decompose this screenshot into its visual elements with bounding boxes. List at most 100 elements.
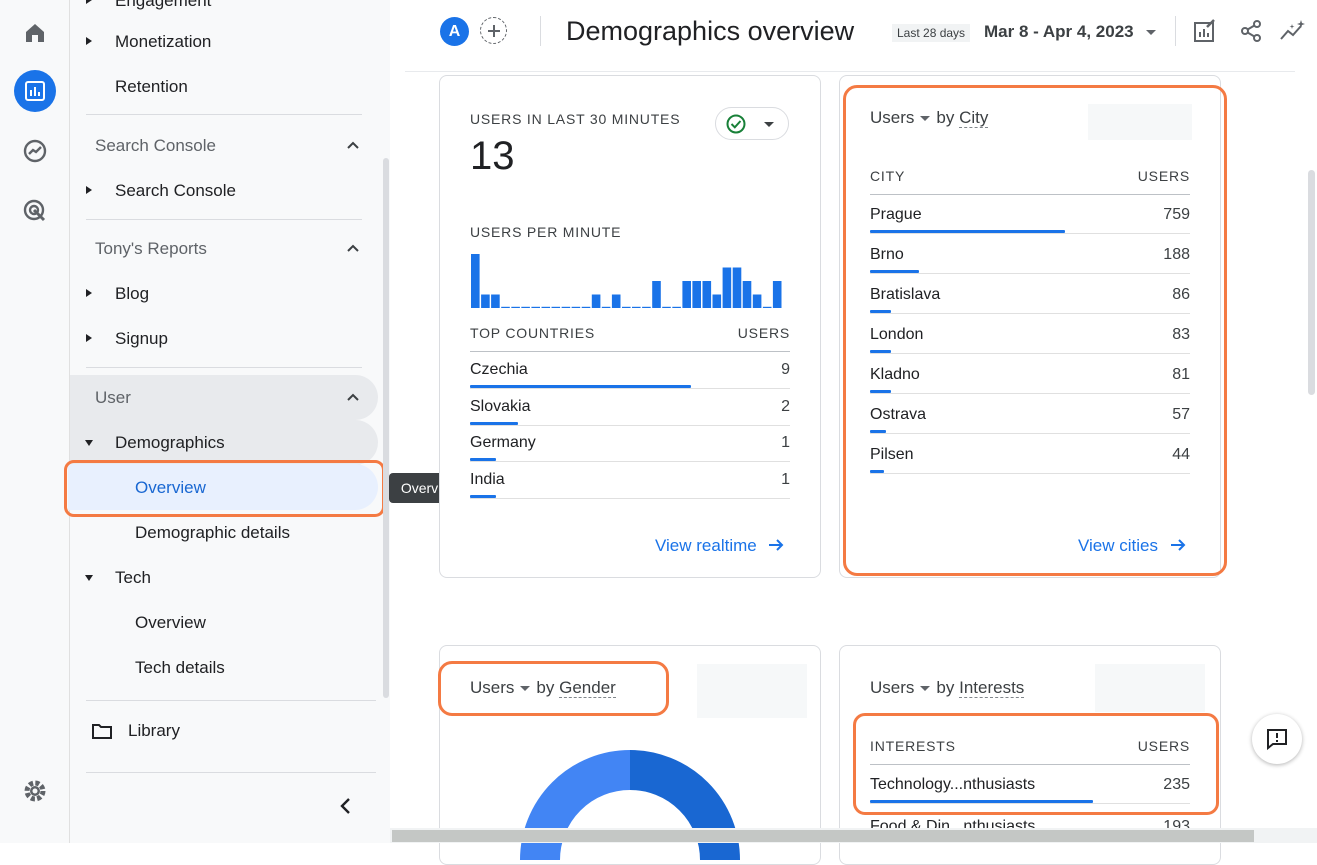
country-share-bar [470, 494, 496, 498]
nav-signup[interactable]: Signup [70, 316, 390, 361]
divider [870, 233, 1190, 234]
city-card-highlight [843, 85, 1227, 576]
share-icon[interactable] [1239, 19, 1263, 43]
countries-users-header: USERS [737, 325, 790, 341]
country-row-value: 1 [781, 434, 790, 451]
divider [870, 803, 1190, 804]
reports-icon[interactable] [14, 70, 56, 112]
per-minute-bar [541, 306, 551, 308]
nav-demographics[interactable]: Demographics [70, 420, 390, 465]
nav-demographic-details[interactable]: Demographic details [70, 510, 390, 555]
gender-card-title[interactable]: Users by Gender [470, 678, 616, 698]
check-circle-icon [726, 114, 746, 134]
caret-right-icon [86, 334, 92, 342]
per-minute-bar [682, 281, 691, 308]
main-vertical-scrollbar[interactable] [1308, 170, 1315, 395]
per-minute-bar [762, 306, 772, 308]
top-countries-header: TOP COUNTRIES [470, 325, 596, 341]
view-realtime-link[interactable]: View realtime [655, 536, 785, 556]
date-range[interactable]: Mar 8 - Apr 4, 2023 [984, 22, 1134, 41]
country-row-label: Slovakia [470, 397, 531, 415]
nav-scrollbar[interactable] [383, 158, 389, 698]
interests-card-title[interactable]: Users by Interests [870, 678, 1025, 698]
per-minute-bar [692, 281, 701, 308]
by-label: by [936, 678, 955, 697]
section-user-label: User [95, 388, 131, 407]
per-minute-bar [662, 306, 671, 308]
user-section-background [70, 375, 378, 420]
horizontal-scrollbar[interactable] [392, 830, 1254, 842]
nav-overview[interactable]: Overview [70, 465, 390, 510]
country-share-bar [470, 385, 691, 388]
settings-icon[interactable] [14, 770, 56, 812]
per-minute-bar [611, 294, 621, 308]
page-title: Demographics overview [566, 16, 855, 46]
card-options-placeholder [1088, 104, 1192, 140]
explore-icon[interactable] [14, 130, 56, 172]
date-dropdown-icon[interactable] [1146, 30, 1156, 35]
city-share-bar [870, 430, 886, 433]
divider [870, 313, 1190, 314]
dropdown-arrow-icon [920, 116, 931, 122]
nav-tech[interactable]: Tech [70, 555, 390, 600]
per-minute-bar [491, 294, 500, 308]
data-quality-dropdown[interactable] [715, 107, 789, 140]
per-minute-bar [752, 294, 762, 308]
divider [870, 764, 1190, 765]
per-minute-bar [772, 281, 782, 308]
metric-label: Users [870, 108, 915, 127]
per-minute-label: USERS PER MINUTE [470, 224, 622, 240]
home-icon[interactable] [14, 12, 56, 54]
divider [86, 700, 376, 701]
divider [870, 273, 1190, 274]
per-minute-bar [501, 306, 510, 308]
feedback-button[interactable] [1252, 714, 1302, 764]
city-row-label: Pilsen [870, 446, 914, 463]
nav-retention[interactable]: Retention [70, 64, 390, 109]
divider [86, 219, 362, 220]
per-minute-bar [742, 281, 752, 308]
advertising-icon[interactable] [14, 190, 56, 232]
nav-tech-details[interactable]: Tech details [70, 645, 390, 690]
city-row-label: Brno [870, 246, 904, 263]
add-comparison-button[interactable] [480, 17, 507, 44]
realtime-heading: USERS IN LAST 30 MINUTES [470, 111, 681, 127]
collapse-chevron-icon[interactable] [338, 797, 352, 815]
country-row-label: India [470, 470, 505, 488]
country-row-label: Czechia [470, 361, 528, 378]
view-cities-link[interactable]: View cities [1078, 536, 1187, 556]
per-minute-bar [622, 306, 631, 308]
interest-share-bar [870, 800, 1093, 803]
nav-monetization[interactable]: Monetization [70, 19, 390, 64]
section-tonys-reports[interactable]: Tony's Reports [70, 226, 380, 272]
city-share-bar [870, 310, 891, 313]
view-realtime-label: View realtime [655, 536, 757, 555]
insights-icon[interactable] [1279, 19, 1307, 43]
caret-down-icon [85, 575, 93, 581]
city-row-label: Bratislava [870, 286, 941, 303]
section-user[interactable]: User [70, 375, 380, 421]
city-card-title[interactable]: Users by City [870, 108, 989, 128]
city-row-value: 83 [1172, 326, 1190, 343]
per-minute-bar [722, 267, 732, 308]
per-minute-bar [511, 306, 520, 308]
city-row-label: Prague [870, 206, 922, 223]
per-minute-bar [521, 306, 530, 308]
divider [540, 16, 541, 46]
nav-tech-overview[interactable]: Overview [70, 600, 390, 645]
per-minute-bar [561, 306, 571, 308]
report-navigation: Engagement Monetization Retention Search… [70, 0, 390, 843]
divider [470, 497, 790, 499]
customize-report-icon[interactable] [1193, 19, 1217, 43]
city-row-value: 86 [1172, 286, 1190, 303]
nav-search-console[interactable]: Search Console [70, 168, 390, 213]
nav-library[interactable]: Library [70, 708, 390, 753]
country-row-value: 1 [781, 470, 790, 488]
city-users-header: USERS [1137, 168, 1190, 184]
nav-blog[interactable]: Blog [70, 271, 390, 316]
nav-engagement[interactable]: Engagement [70, 0, 390, 23]
divider [470, 461, 790, 462]
section-search-console[interactable]: Search Console [70, 123, 380, 169]
avatar[interactable]: A [440, 17, 469, 46]
page-header: A Demographics overview Last 28 days Mar… [390, 0, 1317, 70]
